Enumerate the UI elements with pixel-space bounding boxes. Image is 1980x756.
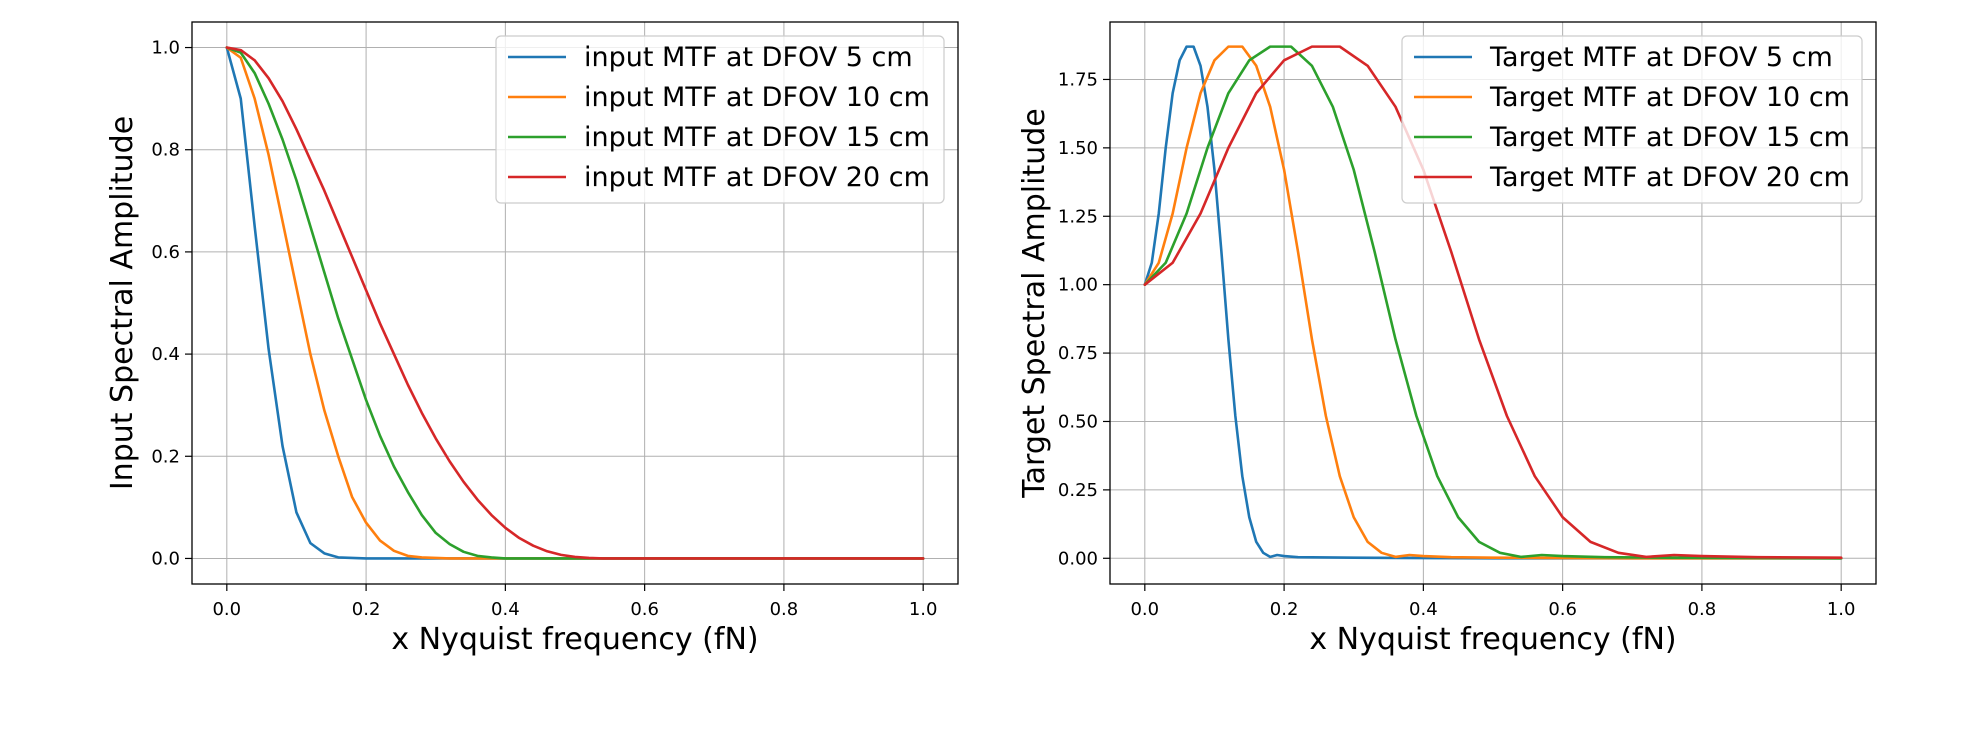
left-chart-x-tick-label: 0.8: [770, 599, 799, 620]
right-chart-legend-label-1: Target MTF at DFOV 5 cm: [1489, 42, 1833, 73]
left-chart-legend-label-3: input MTF at DFOV 15 cm: [584, 122, 930, 153]
left-chart-x-tick-label: 0.4: [491, 599, 520, 620]
right-chart-y-tick-label: 0.50: [1058, 411, 1098, 432]
left-chart-x-tick-label: 0.0: [212, 599, 241, 620]
right-chart-y-tick-label: 1.25: [1058, 206, 1098, 227]
right-chart-x-tick-label: 0.8: [1688, 599, 1717, 620]
left-chart-legend: input MTF at DFOV 5 cm input MTF at DFOV …: [495, 35, 945, 204]
left-chart-panel: 0.0 0.2 0.4 0.6 0.8 1.0 0.0 0.2 0.4 0.6 0.8 1.0 x N…: [105, 21, 959, 657]
left-chart-y-tick-label: 0.4: [151, 344, 180, 365]
right-chart-x-tick-label: 0.2: [1270, 599, 1299, 620]
right-chart-y-tick-label: 0.75: [1058, 343, 1098, 364]
right-chart-series-lines: [1143, 45, 1843, 560]
right-chart-legend: Target MTF at DFOV 5 cm Target MTF at DFO…: [1401, 35, 1863, 204]
right-chart-x-tick-label: 1.0: [1827, 599, 1856, 620]
left-chart-ticks: 0.0 0.2 0.4 0.6 0.8 1.0 0.0 0.2 0.4 0.6 0.8 1.0: [151, 38, 937, 620]
left-chart-y-tick-label: 0.6: [151, 242, 180, 263]
right-chart-y-tick-label: 1.75: [1058, 69, 1098, 90]
right-chart-x-tick-label: 0.6: [1548, 599, 1577, 620]
right-chart-legend-label-3: Target MTF at DFOV 15 cm: [1489, 122, 1850, 153]
right-chart-xlabel: x Nyquist frequency (fN): [1309, 622, 1676, 657]
right-chart-y-tick-label: 1.00: [1058, 275, 1098, 296]
left-chart-legend-label-1: input MTF at DFOV 5 cm: [584, 42, 913, 73]
left-chart-y-tick-label: 0.2: [151, 446, 180, 467]
left-chart-legend-box: [495, 35, 945, 204]
right-chart-legend-label-2: Target MTF at DFOV 10 cm: [1489, 82, 1850, 113]
left-chart-axes-frame: [191, 21, 959, 585]
right-chart-x-tick-label: 0.0: [1130, 599, 1159, 620]
left-chart-legend-label-4: input MTF at DFOV 20 cm: [584, 162, 930, 193]
left-chart-x-tick-label: 0.6: [630, 599, 659, 620]
right-chart-y-tick-label: 0.25: [1058, 480, 1098, 501]
left-chart-ylabel: Input Spectral Amplitude: [105, 116, 140, 490]
right-chart-legend-box: [1401, 35, 1863, 204]
left-chart-xlabel: x Nyquist frequency (fN): [391, 622, 758, 657]
right-chart-y-tick-label: 0.00: [1058, 548, 1098, 569]
left-chart-legend-entries: input MTF at DFOV 5 cm input MTF at DFOV …: [508, 42, 930, 193]
right-chart-series-line-4: [1143, 45, 1843, 560]
right-chart-ticks: 0.0 0.2 0.4 0.6 0.8 1.0 0.00 0.25 0.50 0.75 1.00 1.…: [1058, 69, 1856, 620]
right-chart-series-line-2: [1143, 45, 1843, 560]
left-chart-series-line-4: [225, 46, 925, 560]
right-chart-series-line-3: [1143, 45, 1843, 560]
right-chart-series-line-1: [1143, 45, 1843, 560]
left-chart-x-tick-label: 1.0: [909, 599, 938, 620]
left-chart-y-tick-label: 1.0: [151, 38, 180, 59]
left-chart-series-lines: [225, 46, 925, 560]
right-chart-x-tick-label: 0.4: [1409, 599, 1438, 620]
right-chart-ylabel: Target Spectral Amplitude: [1017, 108, 1052, 498]
right-chart-legend-entries: Target MTF at DFOV 5 cm Target MTF at DFO…: [1414, 42, 1850, 193]
right-chart-y-tick-label: 1.50: [1058, 138, 1098, 159]
left-chart-legend-label-2: input MTF at DFOV 10 cm: [584, 82, 930, 113]
right-chart-panel: 0.0 0.2 0.4 0.6 0.8 1.0 0.00 0.25 0.50 0.75 1.00 1.…: [1017, 21, 1877, 657]
left-chart-y-tick-label: 0.0: [151, 548, 180, 569]
left-chart-x-tick-label: 0.2: [352, 599, 381, 620]
right-chart-legend-label-4: Target MTF at DFOV 20 cm: [1489, 162, 1850, 193]
left-chart-y-tick-label: 0.8: [151, 140, 180, 161]
right-chart-axes-frame: [1109, 21, 1877, 585]
